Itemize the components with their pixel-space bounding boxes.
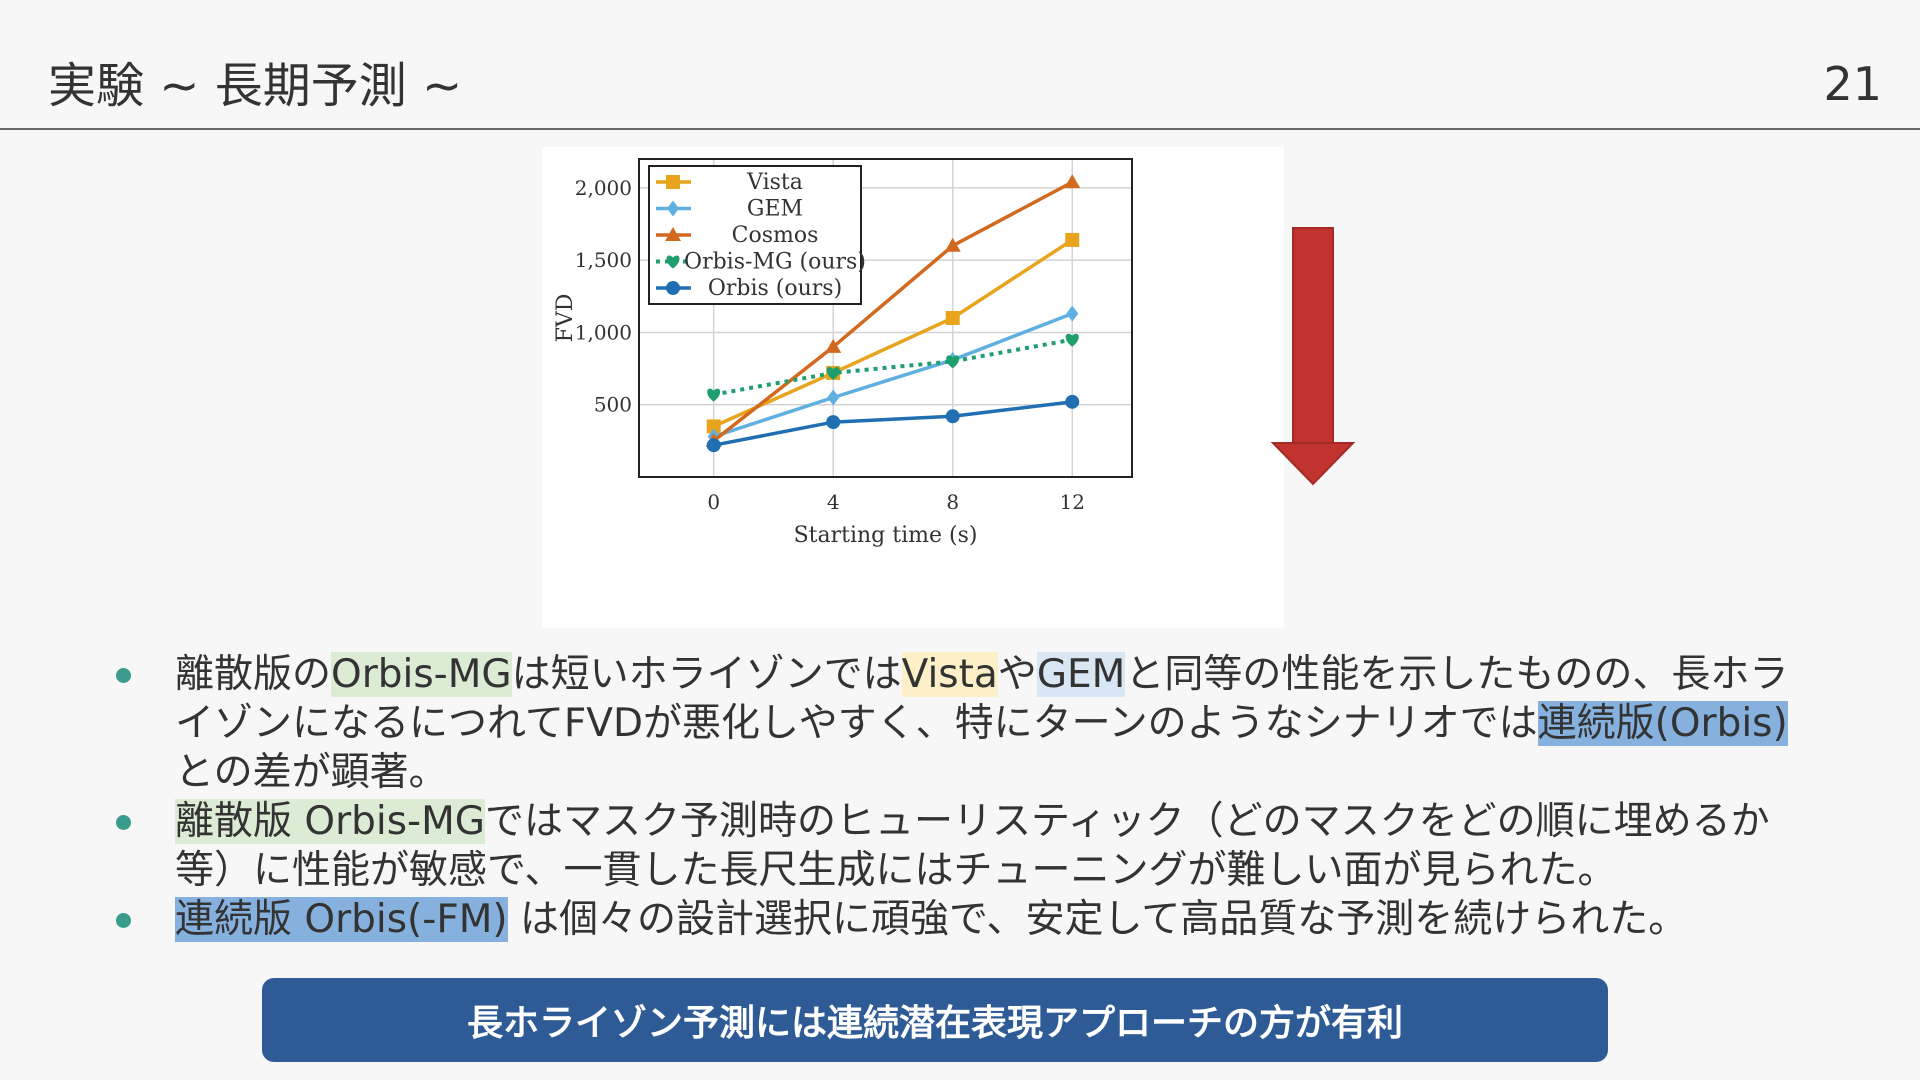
header-divider [0,128,1920,130]
data-point [1065,394,1080,409]
series-line [712,180,1074,443]
plot-frame [638,158,1133,478]
legend-label: Vista [746,170,803,195]
bullet-dot-icon [116,815,131,830]
down-arrow-icon [1270,225,1356,491]
series-line [712,238,1074,429]
legend-marker [666,281,680,295]
legend-marker [666,175,680,189]
bullet-text: や [997,652,1037,697]
bullet-item: 連続版 Orbis(-FM) は個々の設計選択に頑強で、安定して高品質な予測を続… [110,895,1810,944]
legend-marker [665,227,681,241]
fvd-chart: 0 4 8 12 500 1,000 1,500 2,000 Starting time (s)… [542,147,1284,628]
series-orbis-ours [706,394,1080,453]
bullet-item: 離散版のOrbis-MGは短いホライゾンではVistaやGEMと同等の性能を示し… [110,650,1810,797]
bullet-item: 離散版 Orbis-MGではマスク予測時のヒューリスティック（どのマスクをどの順… [110,797,1810,895]
series-line [713,337,1073,397]
bullet-text: と同等の性能を示したものの、長ホライゾンになるにつれてFVDが悪化しやすく、特に… [175,652,1789,746]
data-point [944,237,961,252]
data-point [826,366,840,380]
highlighted-text: Vista [901,652,998,697]
highlighted-text: 離散版 Orbis-MG [175,799,485,844]
y-axis-label: FVD [553,294,578,343]
x-tick-label: 8 [946,490,959,514]
data-point [827,389,840,406]
highlighted-text: 連続版 Orbis(-FM) [175,897,508,942]
data-point [1064,174,1081,189]
fvd-chart-svg: 0 4 8 12 500 1,000 1,500 2,000 Starting time (s)… [553,158,1133,548]
legend-label: GEM [747,197,803,222]
y-tick-label: 1,000 [575,320,632,344]
highlighted-text: Orbis-MG [331,652,512,697]
x-tick-label: 0 [707,490,720,514]
data-point [1065,232,1080,247]
bullet-dot-icon [116,668,131,683]
legend-label: Cosmos [732,223,819,248]
page-title: 実験 ~ 長期予測 ~ [48,58,463,114]
bullet-text: との差が顕著。 [175,750,448,795]
data-point [826,415,841,430]
y-tick-label: 1,500 [575,248,632,272]
bullet-text: 離散版の [175,652,332,697]
bullet-list: 離散版のOrbis-MGは短いホライゾンではVistaやGEMと同等の性能を示し… [110,650,1810,944]
data-point [945,311,960,325]
highlighted-text: 連続版(Orbis) [1537,701,1788,746]
legend-label: Orbis-MG (ours) [684,250,866,275]
data-point [707,388,721,402]
series-orbis-mg-ours [707,333,1079,402]
x-tick-label: 12 [1060,490,1085,514]
data-point [945,409,960,424]
data-point [1066,305,1079,322]
data-point [825,338,842,353]
data-point [1065,333,1079,347]
page-number: 21 [1823,57,1882,111]
x-tick-label: 4 [827,490,840,514]
data-point [706,419,721,434]
conclusion-banner: 長ホライゾン予測には連続潜在表現アプローチの方が有利 [262,978,1608,1062]
data-point [706,438,721,453]
data-point [946,355,960,369]
series-line [713,312,1073,439]
x-axis-label: Starting time (s) [794,523,978,548]
legend-marker [666,255,680,269]
bullet-text: は個々の設計選択に頑強で、安定して高品質な予測を続けられた。 [507,897,1688,942]
series-gem [707,305,1079,445]
y-tick-label: 500 [594,393,632,417]
bullet-dot-icon [116,913,131,928]
bullet-text: ではマスク予測時のヒューリスティック（どのマスクをどの順に埋めるか等）に性能が敏… [175,799,1770,893]
series-line [713,400,1073,447]
legend-label: Orbis (ours) [708,276,842,301]
bullet-text: は短いホライゾンでは [511,652,902,697]
y-tick-label: 2,000 [575,176,632,200]
legend-marker [667,200,679,217]
highlighted-text: GEM [1036,652,1126,697]
